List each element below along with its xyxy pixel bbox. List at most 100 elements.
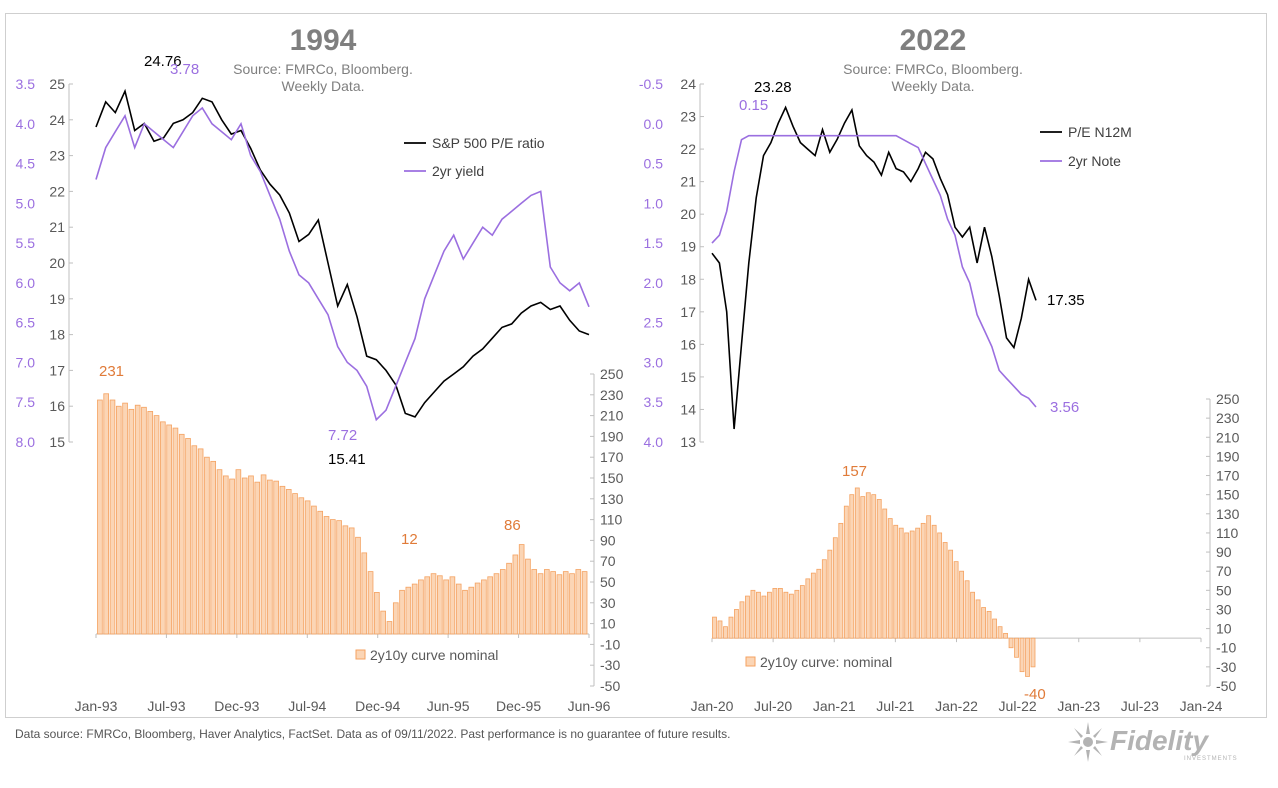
curve-bar bbox=[518, 544, 525, 635]
curve-bar bbox=[380, 610, 386, 635]
yield-axis-tick-label: -0.5 bbox=[639, 76, 663, 92]
curve-axis-tick-label: 210 bbox=[600, 408, 624, 424]
curve-bar bbox=[953, 561, 959, 639]
x-axis-tick-label: Jul-20 bbox=[754, 698, 792, 714]
curve-bar bbox=[937, 532, 943, 639]
x-axis-tick-label: Dec-94 bbox=[355, 698, 400, 714]
legend-label: 2y10y curve: nominal bbox=[760, 654, 892, 670]
curve-bar bbox=[109, 399, 116, 635]
curve-bar bbox=[210, 460, 217, 635]
curve-bar bbox=[942, 542, 948, 639]
x-axis-tick-label: Jan-93 bbox=[75, 698, 118, 714]
curve-bar bbox=[141, 406, 147, 635]
curve-bar bbox=[443, 579, 449, 635]
curve-axis-tick-label: 250 bbox=[1216, 391, 1240, 407]
yield-axis-tick-label: 1.0 bbox=[644, 195, 664, 211]
curve-bar bbox=[799, 585, 805, 639]
curve-bar bbox=[739, 601, 745, 639]
curve-bar bbox=[821, 559, 827, 639]
curve-bar bbox=[128, 408, 135, 635]
curve-bar bbox=[367, 571, 374, 635]
curve-axis-tick-label: 150 bbox=[600, 470, 624, 486]
curve-axis-tick-label: 250 bbox=[600, 366, 624, 382]
legend-label: 2yr yield bbox=[432, 163, 484, 179]
legend-label: 2y10y curve nominal bbox=[370, 647, 498, 663]
curve-bar bbox=[970, 591, 975, 639]
data-label-yield: 3.78 bbox=[170, 61, 199, 78]
data-label-curve: 12 bbox=[401, 531, 418, 548]
yield-series-line bbox=[95, 106, 590, 422]
curve-bar bbox=[860, 496, 866, 639]
curve-bar bbox=[756, 591, 761, 639]
curve-bar bbox=[298, 497, 305, 635]
curve-bar bbox=[887, 518, 893, 639]
curve-bar bbox=[893, 524, 899, 639]
curve-bar bbox=[1019, 637, 1025, 673]
data-label-curve: -40 bbox=[1024, 686, 1046, 703]
data-label-curve: 231 bbox=[99, 363, 124, 380]
curve-axis-tick-label: 210 bbox=[1216, 429, 1240, 445]
x-axis-tick-label: Jan-24 bbox=[1180, 698, 1223, 714]
curve-bar bbox=[904, 532, 910, 639]
curve-bar bbox=[336, 520, 342, 635]
data-label-curve: 86 bbox=[504, 517, 521, 534]
curve-axis-tick-label: -10 bbox=[600, 636, 620, 652]
yield-axis-tick-label: 0.5 bbox=[644, 156, 664, 172]
curve-axis-tick-label: 130 bbox=[600, 491, 624, 507]
curve-bar bbox=[285, 489, 292, 635]
curve-bar bbox=[750, 589, 756, 639]
curve-bar bbox=[311, 505, 317, 635]
x-axis-tick-label: Jun-95 bbox=[427, 698, 470, 714]
pe-axis-tick-label: 15 bbox=[49, 434, 65, 450]
curve-bar bbox=[876, 499, 882, 639]
curve-axis-tick-label: 190 bbox=[1216, 448, 1240, 464]
curve-bar bbox=[777, 588, 783, 639]
curve-bar bbox=[97, 399, 103, 635]
yield-axis-tick-label: 3.5 bbox=[644, 394, 664, 410]
data-label-pe: 23.28 bbox=[754, 79, 792, 96]
curve-bar bbox=[981, 607, 986, 639]
curve-bar bbox=[909, 530, 915, 639]
curve-bar bbox=[531, 569, 538, 635]
curve-bar bbox=[544, 569, 550, 635]
pe-axis-tick-label: 16 bbox=[680, 336, 696, 352]
pe-axis-tick-label: 15 bbox=[680, 369, 696, 385]
data-label-pe: 24.76 bbox=[144, 53, 182, 70]
curve-axis-tick-label: 90 bbox=[600, 532, 616, 548]
pe-axis-tick-label: 17 bbox=[49, 362, 65, 378]
curve-axis-tick-label: 30 bbox=[600, 595, 616, 611]
pe-axis-tick-label: 24 bbox=[680, 76, 696, 92]
yield-axis-tick-label: 5.0 bbox=[16, 195, 36, 211]
pe-axis-tick-label: 14 bbox=[680, 401, 696, 417]
fidelity-logo: Fidelity INVESTMENTS bbox=[1068, 722, 1237, 762]
x-axis-tick-label: Jan-21 bbox=[813, 698, 856, 714]
pe-axis-tick-label: 21 bbox=[680, 174, 696, 190]
curve-bar bbox=[424, 576, 431, 635]
curve-bar bbox=[767, 591, 772, 639]
x-axis-tick-label: Jun-96 bbox=[568, 698, 611, 714]
pe-axis-tick-label: 13 bbox=[680, 434, 696, 450]
x-axis-tick-label: Jan-22 bbox=[935, 698, 978, 714]
curve-bar bbox=[717, 620, 723, 639]
curve-bar bbox=[827, 549, 833, 639]
data-label-yield: 3.56 bbox=[1050, 399, 1079, 416]
curve-bar bbox=[512, 554, 519, 635]
x-axis-tick-label: Jan-23 bbox=[1057, 698, 1100, 714]
yield-axis-tick-label: 0.0 bbox=[644, 116, 664, 132]
curve-bar bbox=[920, 522, 926, 639]
curve-bar bbox=[430, 573, 437, 635]
curve-bar bbox=[185, 438, 191, 635]
curve-bar bbox=[279, 485, 286, 635]
curve-bar bbox=[348, 527, 355, 635]
curve-axis-tick-label: 50 bbox=[1216, 582, 1232, 598]
curve-bar bbox=[871, 494, 877, 639]
yield-axis-tick-label: 4.0 bbox=[644, 434, 664, 450]
pe-axis-tick-label: 22 bbox=[680, 141, 696, 157]
curve-bar bbox=[474, 582, 481, 635]
curve-bar bbox=[292, 493, 298, 635]
curve-bar bbox=[178, 433, 185, 635]
curve-bar bbox=[323, 516, 330, 635]
curve-bar bbox=[260, 474, 267, 635]
curve-bar bbox=[882, 508, 888, 639]
chart-subtitle-line: Source: FMRCo, Bloomberg. bbox=[233, 61, 413, 77]
